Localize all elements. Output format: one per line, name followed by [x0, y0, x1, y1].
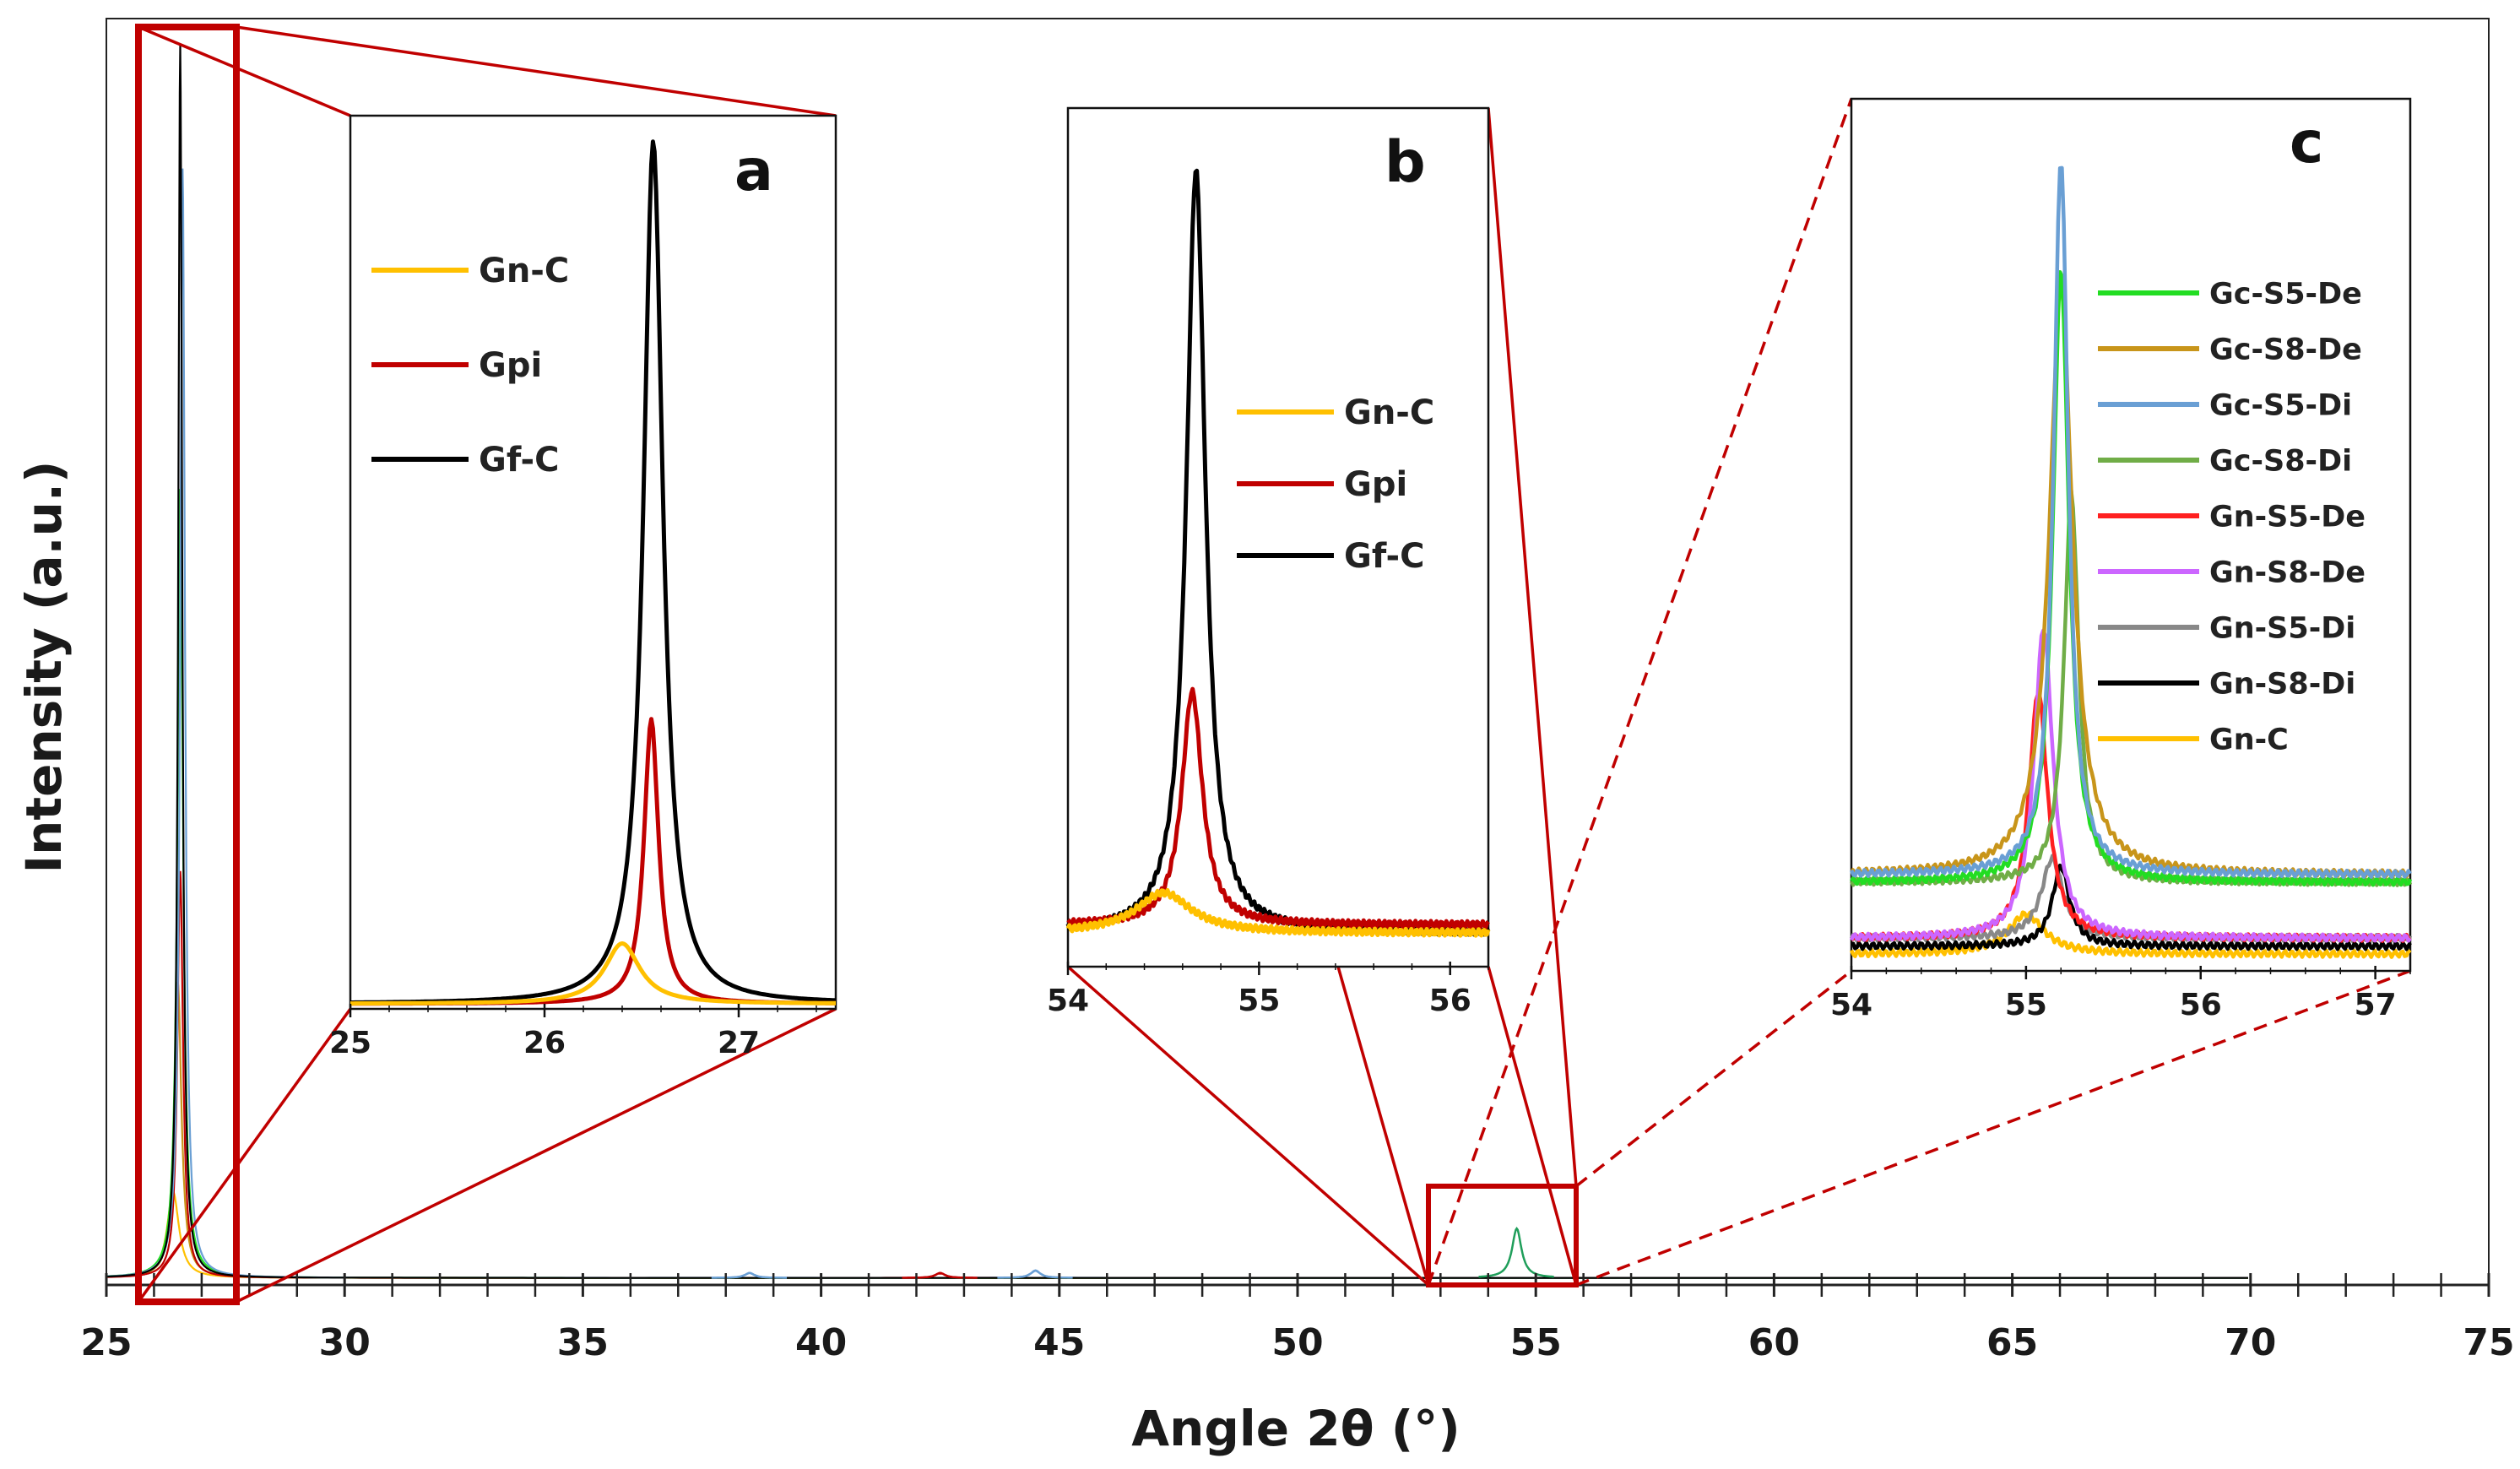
inset-c-tick-label: 55: [2005, 988, 2047, 1022]
x-tick-label: 50: [1271, 1321, 1323, 1364]
inset-c-line-gc-s5-de: [1850, 269, 2413, 887]
main-line-gc-s8-de: [106, 982, 2246, 1279]
connector-a: [138, 25, 351, 117]
inset-c-line-gn-s8-de: [1849, 628, 2412, 943]
zoom-box-a: [135, 24, 240, 1305]
x-tick-label: 30: [319, 1321, 371, 1364]
inset-c-tick-label: 57: [2355, 988, 2397, 1022]
legend-label: Gpi: [479, 346, 542, 385]
inset-a-frame: [349, 114, 837, 1011]
inset-c-tick-label: 54: [1830, 988, 1872, 1022]
x-tick-label: 70: [2225, 1321, 2276, 1364]
connector-a: [236, 25, 837, 117]
inset-a-tick-label: 26: [523, 1026, 566, 1060]
connector-b: [1487, 107, 1578, 1187]
inset-b-tick-label: 56: [1429, 984, 1471, 1018]
main-line-gn-c: [106, 1190, 2246, 1279]
legend-label: Gc-S8-De: [2209, 333, 2362, 366]
zoom-connectors: [135, 24, 2411, 1305]
x-axis-label: Angle 2θ (°): [1131, 1400, 1461, 1457]
main-line-gf-c: [106, 45, 2248, 1279]
legend-label: Gf-C: [1344, 537, 1425, 576]
zoom-box-bc: [1426, 1184, 1579, 1287]
x-tick-label: 40: [795, 1321, 847, 1364]
inset-b-line-gpi: [1066, 686, 1490, 930]
legend-label: Gn-S5-De: [2209, 500, 2366, 534]
connector-b: [1066, 965, 1430, 1287]
main-small-peak: [997, 1269, 1073, 1279]
x-tick-label: 45: [1033, 1321, 1085, 1364]
connector-b: [1336, 966, 1430, 1286]
inset-c-line-gn-c: [1849, 910, 2412, 959]
inset-c: 54 55 56 57 c Gc-S5-De Gc-S8-De Gc-S5-Di Gc-S8-D…: [1830, 97, 2413, 1022]
legend-label: Gn-C: [479, 252, 569, 290]
inset-c-line-gn-s8-di: [1851, 863, 2412, 951]
x-tick-label: 25: [80, 1321, 132, 1364]
inset-a-line-gn-c: [350, 941, 837, 1006]
x-tick-label: 35: [557, 1321, 609, 1364]
inset-b-frame: [1066, 106, 1490, 968]
x-tick-label: 55: [1510, 1321, 1562, 1364]
connector-c: [1575, 969, 2411, 1287]
inset-c-line-gc-s5-di: [1849, 165, 2412, 880]
inset-c-letter: c: [2290, 110, 2323, 176]
connector-a: [236, 1007, 837, 1304]
main-x-axis: 25 30 35 40 45 50 55 60 65 70 75: [80, 1273, 2515, 1364]
legend-label: Gn-S5-Di: [2209, 611, 2355, 645]
connector-a: [137, 1007, 352, 1304]
y-axis-label: Intensity (a.u.): [15, 461, 73, 874]
legend-label: Gn-S8-Di: [2209, 667, 2355, 701]
connector-c: [1574, 969, 1853, 1188]
connector-b: [1487, 966, 1578, 1286]
legend-label: Gc-S5-De: [2209, 277, 2362, 311]
x-tick-label: 75: [2463, 1321, 2514, 1364]
x-tick-label: 60: [1748, 1321, 1800, 1364]
inset-b-tick-label: 54: [1047, 984, 1089, 1018]
main-small-peak: [1478, 1227, 1554, 1278]
inset-a: 25 26 27 a Gn-C Gpi Gf-C: [329, 114, 837, 1060]
inset-b-letter: b: [1385, 129, 1426, 196]
inset-b-tick-label: 55: [1238, 984, 1280, 1018]
legend-label: Gn-C: [1344, 393, 1434, 432]
inset-a-letter: a: [734, 138, 773, 204]
inset-c-frame: [1850, 97, 2412, 973]
legend-label: Gc-S5-Di: [2209, 388, 2352, 422]
legend-label: Gf-C: [479, 441, 560, 480]
connector-c: [1427, 98, 1853, 1286]
inset-b: 54 55 56 b Gn-C Gpi Gf-C: [1047, 106, 1491, 1018]
inset-c-tick-label: 56: [2180, 988, 2222, 1022]
inset-a-tick-label: 25: [329, 1026, 371, 1060]
legend-label: Gpi: [1344, 465, 1407, 504]
inset-a-tick-label: 27: [718, 1026, 760, 1060]
legend-label: Gc-S8-Di: [2209, 444, 2352, 478]
inset-b-line-gn-c: [1065, 887, 1491, 938]
x-tick-label: 65: [1986, 1321, 2038, 1364]
legend-label: Gn-S8-De: [2209, 556, 2366, 589]
legend-label: Gn-C: [2209, 723, 2289, 756]
